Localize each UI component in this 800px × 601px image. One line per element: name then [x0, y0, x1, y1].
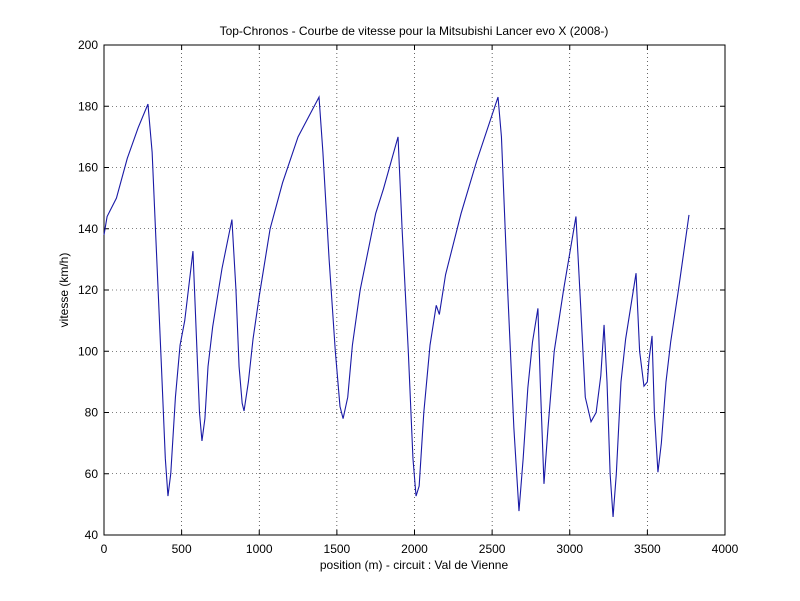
y-tick-label: 140: [78, 222, 98, 236]
x-axis-label: position (m) - circuit : Val de Vienne: [320, 558, 509, 572]
x-tick-label: 1500: [324, 542, 351, 556]
y-tick-label: 60: [85, 467, 99, 481]
speed-line: [103, 95, 690, 517]
x-tick-label: 500: [172, 542, 192, 556]
y-tick-label: 40: [85, 528, 99, 542]
y-axis-label: vitesse (km/h): [57, 253, 71, 328]
x-tick-label: 2000: [401, 542, 428, 556]
x-tick-label: 3500: [634, 542, 661, 556]
y-tick-label: 100: [78, 344, 98, 358]
x-tick-label: 1000: [246, 542, 273, 556]
y-tick-label: 200: [78, 38, 98, 52]
x-tick-label: 2500: [479, 542, 506, 556]
y-tick-label: 120: [78, 283, 98, 297]
x-tick-label: 0: [101, 542, 108, 556]
y-tick-label: 80: [85, 406, 99, 420]
x-tick-label: 4000: [712, 542, 739, 556]
plot-frame: [103, 44, 726, 536]
y-tick-label: 160: [78, 161, 98, 175]
x-tick-label: 3000: [556, 542, 583, 556]
chart-title: Top-Chronos - Courbe de vitesse pour la …: [220, 24, 609, 38]
y-tick-label: 180: [78, 99, 98, 113]
